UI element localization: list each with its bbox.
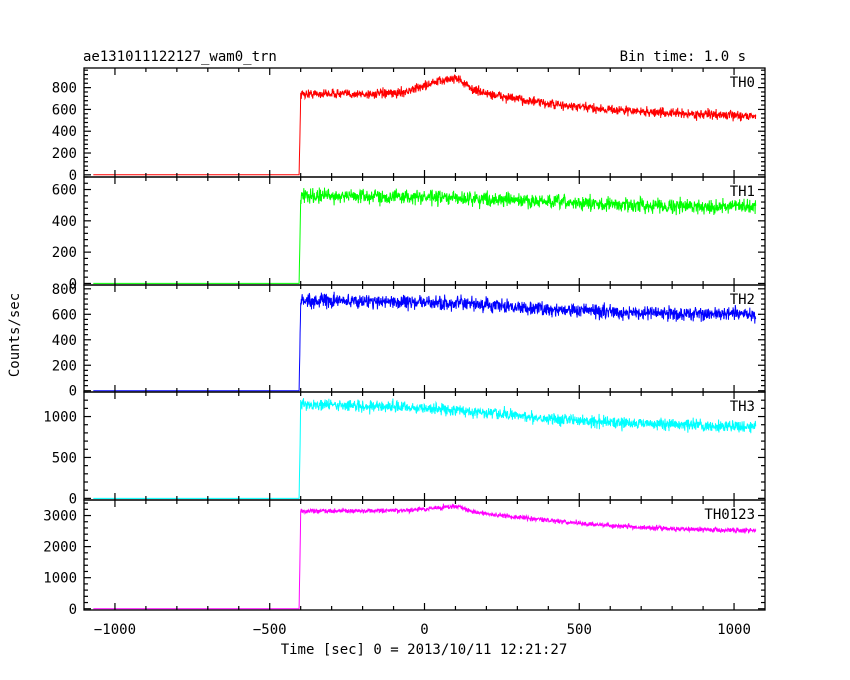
- bin-time-label: Bin time: 1.0 s: [620, 49, 746, 65]
- y-tick-label: 1000: [43, 571, 77, 587]
- series-th0: [93, 74, 757, 176]
- x-tick-label: 500: [567, 622, 592, 638]
- y-tick-label: 200: [52, 146, 77, 162]
- x-tick-label: 1000: [717, 622, 751, 638]
- panel-th0123: 0 1000 2000 3000 TH0123: [43, 499, 766, 618]
- y-tick-label: 0: [69, 491, 77, 507]
- panel-label-th0: TH0: [730, 75, 755, 91]
- y-tick-label: 1000: [43, 410, 77, 426]
- x-tick-label: −500: [253, 622, 287, 638]
- chart-title: ae131011122127_wam0_trn: [83, 49, 277, 65]
- panel-th1: 0 200 400 600 TH1: [52, 176, 766, 292]
- y-tick-label: 0: [69, 602, 77, 618]
- y-tick-label: 400: [52, 214, 77, 230]
- y-axis-label: Counts/sec: [7, 293, 23, 377]
- y-tick-label: 200: [52, 358, 77, 374]
- panel-th3: 0 500 1000 TH3: [43, 391, 766, 507]
- panel-label-th3: TH3: [730, 399, 755, 415]
- y-tick-label: 600: [52, 183, 77, 199]
- series-th3: [93, 398, 757, 499]
- panel-label-th0123: TH0123: [704, 507, 755, 523]
- y-tick-label: 0: [69, 168, 77, 184]
- y-tick-label: 600: [52, 307, 77, 323]
- y-tick-label: 400: [52, 124, 77, 140]
- y-tick-label: 0: [69, 276, 77, 292]
- panel-label-th1: TH1: [730, 184, 755, 200]
- y-tick-label: 800: [52, 282, 77, 298]
- series-th1: [93, 187, 757, 284]
- series-th0123: [93, 503, 757, 610]
- panel-label-th2: TH2: [730, 292, 755, 308]
- x-tick-label: 0: [420, 622, 428, 638]
- y-tick-label: 800: [52, 81, 77, 97]
- x-axis-label: Time [sec] 0 = 2013/10/11 12:21:27: [281, 642, 568, 658]
- y-tick-label: 200: [52, 245, 77, 261]
- panels-group: 0 200 400 600 800 TH0 0 200 400 600 TH1 0 200 400 600 8…: [43, 67, 766, 638]
- panel-th0: 0 200 400 600 800 TH0: [52, 67, 766, 184]
- x-tick-label: −1000: [94, 622, 136, 638]
- y-tick-label: 500: [52, 450, 77, 466]
- y-tick-label: 600: [52, 102, 77, 118]
- y-tick-label: 3000: [43, 509, 77, 525]
- y-tick-label: 2000: [43, 540, 77, 556]
- series-th2: [93, 291, 757, 392]
- panel-frame: [83, 499, 766, 611]
- y-tick-label: 400: [52, 333, 77, 349]
- panel-th2: 0 200 400 600 800 TH2: [52, 282, 766, 400]
- y-tick-label: 0: [69, 384, 77, 400]
